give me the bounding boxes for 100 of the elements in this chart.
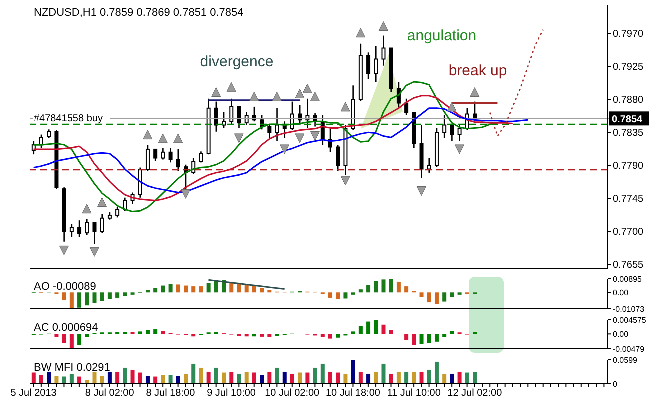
bar — [427, 334, 432, 344]
candlestick — [214, 101, 218, 133]
bar — [78, 292, 82, 308]
bar — [382, 324, 386, 334]
point — [295, 88, 305, 98]
x-tick-label: 10 Jul 18:00 — [326, 388, 381, 400]
y-tick-label: 0.00 — [613, 330, 630, 340]
bar — [427, 292, 432, 303]
x-tick-label: 5 Jul 2013 — [10, 388, 58, 400]
bar — [222, 372, 226, 384]
point — [340, 102, 350, 112]
bar — [450, 292, 454, 298]
point — [181, 189, 191, 199]
bar — [389, 374, 394, 384]
candlestick — [161, 147, 166, 160]
y-tick-label: 0.00 — [613, 288, 630, 298]
bar — [358, 372, 363, 384]
bar — [260, 375, 264, 384]
y-tick-label: 0.7745 — [613, 194, 644, 206]
point — [378, 22, 388, 32]
candlestick — [458, 124, 462, 142]
bar — [40, 375, 44, 384]
bar — [154, 376, 158, 384]
bar — [54, 376, 59, 384]
point — [302, 84, 312, 94]
bar — [450, 331, 454, 334]
bar — [192, 334, 196, 337]
candlestick — [146, 144, 150, 172]
bar — [176, 376, 180, 384]
point — [295, 134, 305, 144]
bar — [161, 286, 166, 293]
bar — [434, 362, 439, 384]
bar — [252, 372, 256, 384]
bar — [100, 292, 104, 302]
bar — [412, 334, 416, 346]
bar — [420, 292, 424, 298]
bar — [62, 334, 66, 344]
bar — [168, 375, 173, 384]
bar — [116, 292, 120, 298]
bar — [473, 372, 478, 384]
bar — [336, 372, 340, 384]
bar — [260, 334, 264, 337]
bar — [328, 372, 333, 384]
bar — [389, 330, 394, 334]
line-series — [33, 95, 514, 202]
point — [250, 92, 260, 102]
bar — [366, 285, 371, 293]
bar — [192, 364, 196, 384]
bar — [260, 288, 264, 293]
bar — [344, 374, 348, 384]
bar — [374, 372, 378, 384]
candlestick — [230, 98, 234, 126]
point — [340, 176, 350, 186]
bar — [161, 375, 166, 384]
point — [158, 134, 168, 144]
bar — [252, 334, 256, 337]
bar — [420, 372, 424, 384]
bar — [366, 322, 371, 334]
point — [272, 92, 282, 102]
bar — [404, 334, 409, 340]
bar — [420, 334, 424, 344]
bar — [382, 280, 386, 293]
point — [226, 82, 236, 92]
point — [174, 134, 184, 144]
bar — [154, 330, 158, 334]
point — [310, 132, 320, 142]
bar — [328, 334, 333, 339]
bar — [434, 334, 439, 342]
bar — [344, 292, 348, 299]
bar — [123, 368, 128, 384]
bar — [108, 372, 112, 384]
bar — [404, 286, 409, 293]
bar — [290, 374, 294, 384]
y-tick-label: 0.004575 — [613, 316, 647, 325]
point — [59, 246, 69, 256]
bar — [328, 292, 333, 298]
bar — [237, 374, 242, 384]
annotation: break up — [448, 62, 508, 80]
bar — [442, 334, 447, 338]
bar — [298, 372, 302, 384]
bar — [244, 285, 249, 293]
candlestick — [222, 111, 226, 129]
point — [454, 144, 464, 154]
bar — [32, 372, 36, 384]
y-tick-label: 0.7700 — [613, 227, 644, 238]
candlestick — [404, 98, 409, 116]
bar — [396, 282, 401, 293]
y-tick-label: -0.00479 — [613, 344, 646, 354]
bar — [214, 368, 218, 384]
bar — [62, 292, 66, 300]
bar — [244, 372, 249, 384]
point — [143, 130, 153, 140]
candlestick — [40, 134, 44, 149]
bar — [358, 290, 363, 293]
x-tick-label: 12 Jul 02:00 — [448, 388, 503, 400]
candlestick — [168, 147, 173, 164]
bar — [192, 286, 196, 293]
bar — [146, 330, 150, 334]
bar — [458, 372, 462, 384]
point — [416, 186, 426, 196]
